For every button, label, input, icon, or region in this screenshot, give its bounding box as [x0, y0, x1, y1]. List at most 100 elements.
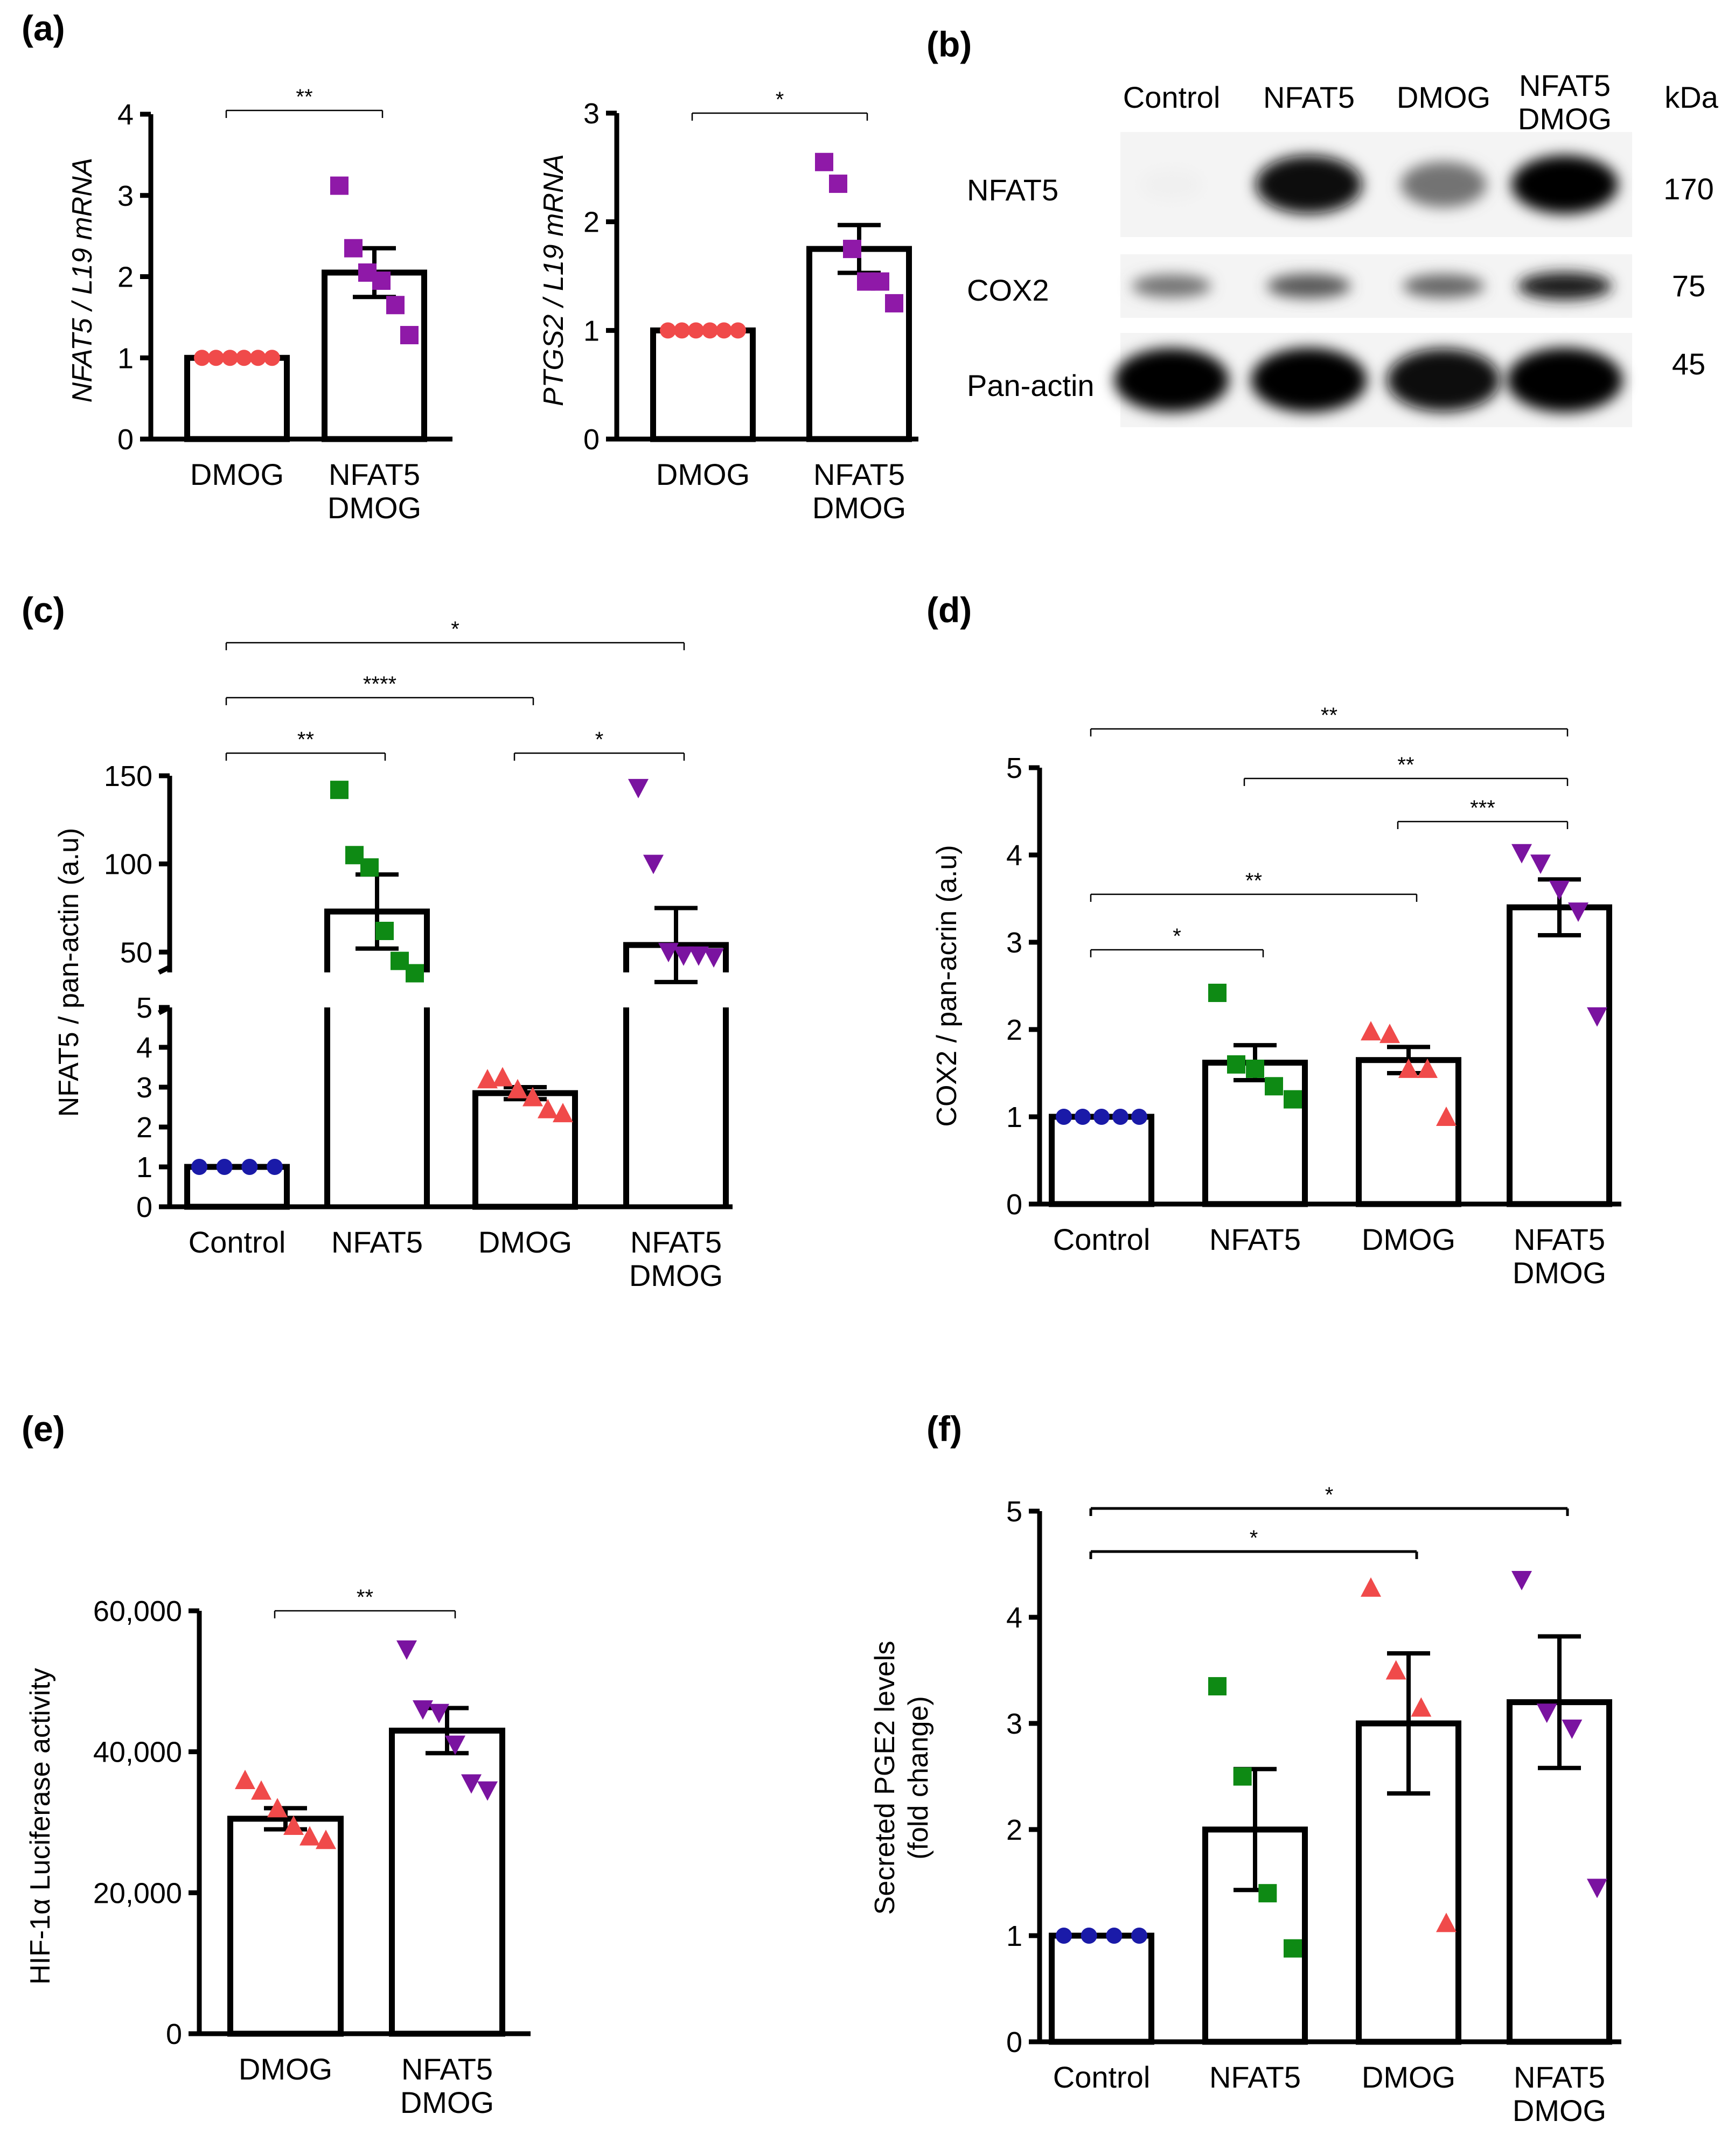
y-tick-label: 20,000 — [93, 1877, 182, 1909]
data-point — [1398, 1058, 1419, 1078]
x-category-label: Control — [1053, 2060, 1151, 2094]
x-category-label: DMOG — [400, 2085, 494, 2119]
x-category-label: DMOG — [190, 457, 284, 491]
data-point — [1227, 1055, 1245, 1074]
x-category-label: DMOG — [239, 2052, 332, 2086]
data-point — [716, 322, 732, 339]
significance-label: * — [1250, 1526, 1258, 1550]
significance-label: * — [595, 728, 604, 752]
data-point — [1233, 1767, 1252, 1786]
data-point — [1246, 1059, 1264, 1078]
data-point — [235, 1770, 255, 1789]
data-point — [1385, 1660, 1406, 1680]
bar — [227, 1816, 344, 2037]
y-tick-label: 4 — [136, 1032, 152, 1064]
data-point — [477, 1069, 498, 1089]
data-point — [191, 1159, 207, 1175]
x-category-label: Control — [189, 1225, 286, 1259]
bar — [650, 327, 756, 442]
data-point — [208, 350, 224, 366]
y-tick-label: 50 — [120, 936, 152, 969]
x-category-label: DMOG — [1362, 2060, 1455, 2094]
data-point — [1361, 1021, 1381, 1041]
significance-label: ** — [357, 1585, 373, 1609]
y-tick-label: 150 — [104, 760, 152, 792]
y-axis-label: NFAT5 / pan-actin (a.u) — [53, 828, 85, 1117]
data-point — [1208, 983, 1227, 1002]
y-tick-label: 0 — [117, 423, 134, 456]
bar — [1049, 1114, 1154, 1207]
data-point — [250, 350, 266, 366]
data-point — [330, 781, 349, 799]
data-point — [1131, 1109, 1147, 1125]
x-category-label: DMOG — [812, 491, 906, 525]
blot-kda-170: 170 — [1663, 172, 1713, 206]
significance-bracket: ** — [225, 85, 384, 118]
data-point — [299, 1826, 320, 1846]
blot-band — [1517, 272, 1612, 300]
data-point — [1056, 1109, 1072, 1125]
data-point — [815, 152, 833, 171]
data-point — [703, 948, 724, 968]
y-tick-label: 100 — [104, 849, 152, 881]
y-tick-label: 2 — [583, 206, 600, 239]
blot-band — [1132, 274, 1211, 298]
data-point — [688, 322, 704, 339]
y-tick-label: 40,000 — [93, 1736, 182, 1769]
data-point — [267, 1159, 283, 1175]
blot-band — [1114, 348, 1229, 412]
y-axis-label: COX2 / pan-acrin (a.u) — [931, 845, 963, 1126]
significance-label: * — [451, 617, 459, 641]
x-category-label: Control — [1053, 1222, 1151, 1256]
y-tick-label: 2 — [117, 261, 134, 294]
x-category-label: NFAT5 — [1514, 2060, 1605, 2094]
blot-band — [1507, 347, 1623, 413]
significance-bracket: ** — [1090, 869, 1418, 902]
data-point — [429, 1703, 449, 1723]
significance-label: ** — [1397, 753, 1414, 777]
data-point — [477, 1781, 498, 1801]
data-point — [885, 294, 903, 312]
data-point — [1284, 1090, 1302, 1109]
significance-label: ** — [297, 728, 314, 752]
data-point — [660, 322, 676, 339]
data-point — [1511, 1571, 1532, 1591]
data-point — [843, 240, 861, 259]
data-point — [386, 296, 405, 315]
significance-label: ** — [1245, 869, 1262, 893]
panel-label-f: (f) — [926, 1409, 962, 1449]
blot-row-label-pan-actin: Pan-actin — [967, 368, 1095, 402]
data-point — [1436, 1107, 1457, 1126]
data-point — [1417, 1058, 1438, 1078]
western-blot: Control NFAT5 DMOG NFAT5 DMOG kDa NFAT5 C… — [967, 68, 1719, 427]
significance-bracket: ** — [225, 728, 386, 761]
data-point — [829, 175, 847, 193]
data-point — [330, 176, 349, 195]
data-point — [492, 1067, 513, 1087]
significance-label: * — [776, 88, 784, 112]
y-tick-label: 2 — [1006, 1014, 1022, 1046]
y-tick-label: 3 — [136, 1072, 152, 1104]
panel-label-d: (d) — [926, 590, 972, 630]
y-tick-label: 1 — [1006, 1101, 1022, 1133]
data-point — [372, 272, 391, 290]
bar — [322, 269, 427, 442]
bar — [1356, 1057, 1461, 1207]
blot-lane-label-line: NFAT5 — [1519, 68, 1611, 102]
significance-label: ** — [1321, 704, 1337, 727]
data-point — [375, 922, 394, 940]
data-point — [658, 943, 679, 963]
blot-lane-label-line: DMOG — [1518, 102, 1612, 136]
significance-label: **** — [363, 672, 396, 696]
blot-kda-45: 45 — [1672, 347, 1705, 381]
significance-label: *** — [1470, 796, 1495, 820]
significance-bracket: * — [1090, 924, 1264, 957]
panel-label-a: (a) — [22, 8, 65, 48]
significance-bracket: *** — [1397, 796, 1569, 829]
data-point — [1568, 902, 1588, 922]
data-point — [1361, 1577, 1381, 1597]
significance-bracket: * — [1089, 1526, 1418, 1559]
